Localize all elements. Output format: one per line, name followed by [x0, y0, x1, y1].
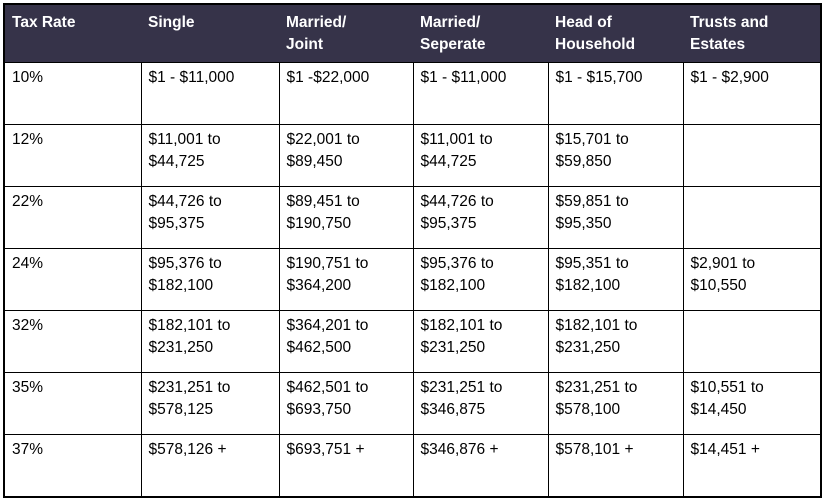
table-row: 32% $182,101 to $231,250 $364,201 to $462,… — [3, 310, 822, 373]
cell-value: $11,001 to $44,725 — [412, 124, 549, 187]
cell-value: $10,551 to $14,450 — [682, 372, 822, 435]
cell-value: $11,001 to $44,725 — [140, 124, 280, 187]
cell-value: $1 - $2,900 — [682, 62, 822, 125]
table-row: 22% $44,726 to $95,375 $89,451 to $190,750… — [3, 186, 822, 249]
cell-value: $14,451 + — [682, 434, 822, 498]
table-row: 24% $95,376 to $182,100 $190,751 to $364,2… — [3, 248, 822, 311]
cell-value: $182,101 to $231,250 — [547, 310, 684, 373]
cell-value: $95,351 to $182,100 — [547, 248, 684, 311]
table-row: 35% $231,251 to $578,125 $462,501 to $693,… — [3, 372, 822, 435]
cell-value: $44,726 to $95,375 — [140, 186, 280, 249]
cell-value: $182,101 to $231,250 — [412, 310, 549, 373]
cell-value: $1 - $11,000 — [412, 62, 549, 125]
cell-value: $578,101 + — [547, 434, 684, 498]
cell-tax-rate: 12% — [3, 124, 142, 187]
cell-value: $1 -$22,000 — [278, 62, 414, 125]
cell-value — [682, 124, 822, 187]
cell-value: $89,451 to $190,750 — [278, 186, 414, 249]
column-header: Single — [141, 4, 279, 63]
cell-value: $231,251 to $578,125 — [140, 372, 280, 435]
cell-value: $1 - $15,700 — [547, 62, 684, 125]
column-header: Tax Rate — [4, 4, 141, 63]
table-row: 37% $578,126 + $693,751 + $346,876 + $578,10… — [3, 434, 822, 498]
cell-tax-rate: 22% — [3, 186, 142, 249]
header-row: Tax Rate Single Married/ Joint Married/ Sep… — [4, 4, 821, 63]
cell-tax-rate: 24% — [3, 248, 142, 311]
column-header: Trusts and Estates — [683, 4, 821, 63]
cell-tax-rate: 32% — [3, 310, 142, 373]
cell-value: $182,101 to $231,250 — [140, 310, 280, 373]
cell-value: $95,376 to $182,100 — [412, 248, 549, 311]
cell-value: $2,901 to $10,550 — [682, 248, 822, 311]
cell-value: $95,376 to $182,100 — [140, 248, 280, 311]
cell-value: $693,751 + — [278, 434, 414, 498]
cell-tax-rate: 10% — [3, 62, 142, 125]
column-header: Head of Household — [548, 4, 683, 63]
table-row: 12% $11,001 to $44,725 $22,001 to $89,450 $… — [3, 124, 822, 187]
cell-value: $1 - $11,000 — [140, 62, 280, 125]
cell-value: $59,851 to $95,350 — [547, 186, 684, 249]
cell-value: $231,251 to $346,875 — [412, 372, 549, 435]
cell-value: $231,251 to $578,100 — [547, 372, 684, 435]
tax-bracket-table: Tax Rate Single Married/ Joint Married/ Sep… — [3, 3, 822, 498]
cell-value: $44,726 to $95,375 — [412, 186, 549, 249]
column-header: Married/ Joint — [279, 4, 413, 63]
cell-value: $364,201 to $462,500 — [278, 310, 414, 373]
cell-value — [682, 310, 822, 373]
cell-value: $15,701 to $59,850 — [547, 124, 684, 187]
cell-value: $578,126 + — [140, 434, 280, 498]
cell-value — [682, 186, 822, 249]
cell-value: $22,001 to $89,450 — [278, 124, 414, 187]
cell-value: $346,876 + — [412, 434, 549, 498]
cell-tax-rate: 37% — [3, 434, 142, 498]
cell-value: $462,501 to $693,750 — [278, 372, 414, 435]
cell-tax-rate: 35% — [3, 372, 142, 435]
table-row: 10% $1 - $11,000 $1 -$22,000 $1 - $11,000 $1… — [3, 62, 822, 125]
cell-value: $190,751 to $364,200 — [278, 248, 414, 311]
column-header: Married/ Seperate — [413, 4, 548, 63]
